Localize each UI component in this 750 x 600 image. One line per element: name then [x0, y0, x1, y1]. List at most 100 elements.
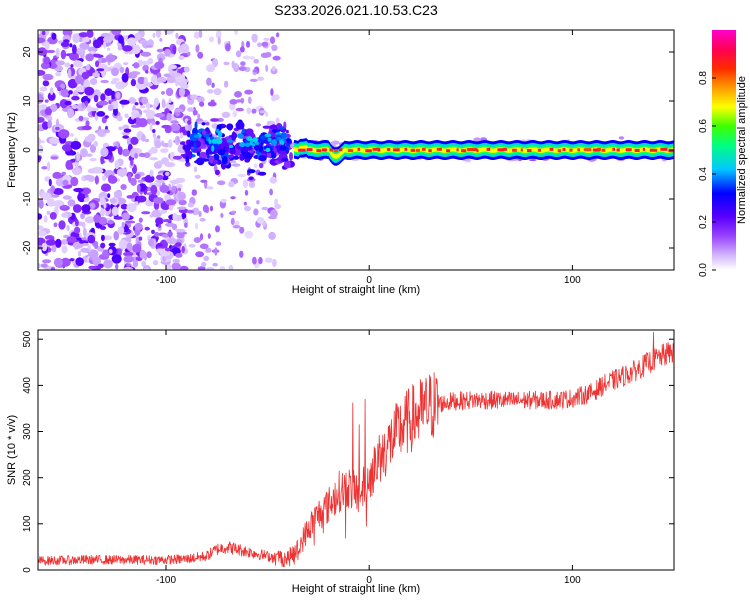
- spectrogram-ytick-label: 20: [22, 46, 33, 58]
- spectrogram-cell: [141, 60, 151, 66]
- spectrogram-cell: [108, 100, 112, 105]
- spectrogram-cell: [143, 82, 153, 87]
- spectrogram-cell: [265, 64, 269, 72]
- spectrogram-cell: [85, 120, 90, 127]
- spectrogram-cell: [168, 204, 174, 211]
- spectrogram-cell: [105, 96, 110, 101]
- spectrogram-cell: [256, 217, 265, 224]
- spectrogram-cell: [195, 44, 200, 53]
- spectrogram-xtick-label: -100: [156, 275, 176, 286]
- spectrogram-cell: [210, 118, 219, 122]
- spectrogram-cell: [100, 242, 106, 249]
- spectrogram-cell: [127, 72, 138, 79]
- spectrogram-cell: [70, 176, 79, 187]
- spectrogram-cell: [257, 76, 264, 81]
- spectrogram-cell: [155, 217, 164, 225]
- spectrogram-cell: [56, 118, 59, 129]
- spectrogram-cell: [88, 265, 97, 270]
- spectrogram-cell: [139, 249, 146, 259]
- spectrogram-cell: [93, 94, 99, 103]
- spectrogram-cell: [197, 51, 204, 59]
- spectrogram-cell: [89, 157, 97, 162]
- spectrogram-cell: [117, 35, 124, 44]
- spectrogram-cell: [136, 195, 147, 203]
- spectrogram-cell: [271, 44, 278, 51]
- spectrogram-cell: [217, 148, 226, 156]
- spectrogram-cell: [245, 142, 251, 147]
- snr-xlabel: Height of straight line (km): [292, 583, 420, 595]
- spectrogram-cell: [183, 66, 190, 73]
- tone-core-segment: [428, 149, 432, 153]
- spectrogram-cell: [64, 100, 72, 106]
- spectrogram-cell: [164, 222, 175, 227]
- spectrogram-cell: [84, 86, 95, 96]
- spectrogram-cell: [100, 147, 109, 157]
- spectrogram-cell: [51, 32, 57, 40]
- spectrogram-cell: [131, 44, 141, 55]
- tone-core-segment: [365, 149, 372, 153]
- spectrogram-cell: [231, 60, 235, 69]
- spectrogram-cell: [61, 212, 69, 218]
- tone-core-segment: [583, 148, 592, 152]
- spectrogram-cell: [95, 60, 100, 68]
- colorbar: 0.0 0.2 0.4 0.6 0.8 Normalized spectral ampl…: [698, 30, 748, 277]
- spectrogram-cell: [212, 262, 218, 267]
- spectrogram-cell: [55, 47, 60, 58]
- spectrogram-cell: [134, 152, 139, 159]
- spectrogram-cell: [155, 120, 160, 125]
- spectrogram-cell: [268, 231, 276, 240]
- spectrogram-cell: [123, 128, 132, 133]
- spectrogram-cell: [239, 226, 245, 234]
- spectrogram-cell: [228, 264, 234, 270]
- spectrogram-cell: [234, 62, 239, 70]
- spectrogram-cell: [141, 96, 149, 105]
- spectrogram-cell: [211, 82, 215, 88]
- spectrogram-ytick-label: -10: [22, 191, 33, 206]
- spectrogram-cell: [96, 68, 105, 72]
- spectrogram-cell: [121, 148, 130, 157]
- spectrogram-cell: [84, 216, 96, 224]
- spectrogram-cell: [141, 134, 146, 142]
- tone-core-segment: [372, 147, 380, 151]
- tone-core-segment: [592, 148, 601, 152]
- tone-core-segment: [596, 147, 601, 151]
- spectrogram-cell: [122, 45, 133, 52]
- spectrogram-cell: [237, 133, 244, 139]
- spectrogram-cell: [178, 187, 181, 192]
- spectrogram-cell: [113, 231, 119, 241]
- spectrogram-cell: [213, 88, 222, 96]
- spectrogram-cell: [193, 166, 198, 173]
- spectrogram-cell: [271, 66, 276, 72]
- tone-core-segment: [316, 149, 322, 153]
- spectrogram-cell: [197, 266, 206, 270]
- spectrogram-cell: [38, 263, 41, 269]
- spectrogram-cell: [196, 151, 201, 157]
- spectrogram-cell: [240, 97, 245, 104]
- spectrogram-cell: [58, 129, 69, 139]
- spectrogram-cell: [118, 126, 123, 131]
- spectrogram-cell: [126, 203, 137, 212]
- spectrogram-cell: [272, 128, 278, 133]
- spectrogram-cell: [187, 202, 194, 208]
- colorbar-tick-label: 0.8: [698, 71, 709, 85]
- spectrogram-cell: [99, 196, 105, 206]
- tone-core-segment: [421, 147, 426, 151]
- spectrogram-cell: [64, 62, 71, 68]
- tone-core-segment: [486, 147, 491, 151]
- spectrogram-cell: [232, 155, 240, 160]
- spectrogram-cell: [229, 148, 236, 155]
- spectrogram-cell: [80, 247, 90, 253]
- spectrogram-cell: [50, 185, 55, 193]
- spectrogram-cell: [38, 199, 44, 209]
- spectrogram-cell: [164, 171, 170, 176]
- spectrogram-cell: [206, 267, 215, 270]
- spectrogram-cell: [269, 125, 276, 130]
- spectrogram-cell: [131, 115, 135, 120]
- spectrogram-cell: [244, 230, 254, 239]
- tone-core-segment: [347, 149, 354, 153]
- colorbar-tick-label: 0.6: [698, 119, 709, 133]
- spectrogram-cell: [125, 220, 136, 224]
- spectrogram-cell: [38, 155, 42, 160]
- spectrogram-cell: [152, 32, 156, 38]
- spectrogram-cell: [172, 258, 180, 264]
